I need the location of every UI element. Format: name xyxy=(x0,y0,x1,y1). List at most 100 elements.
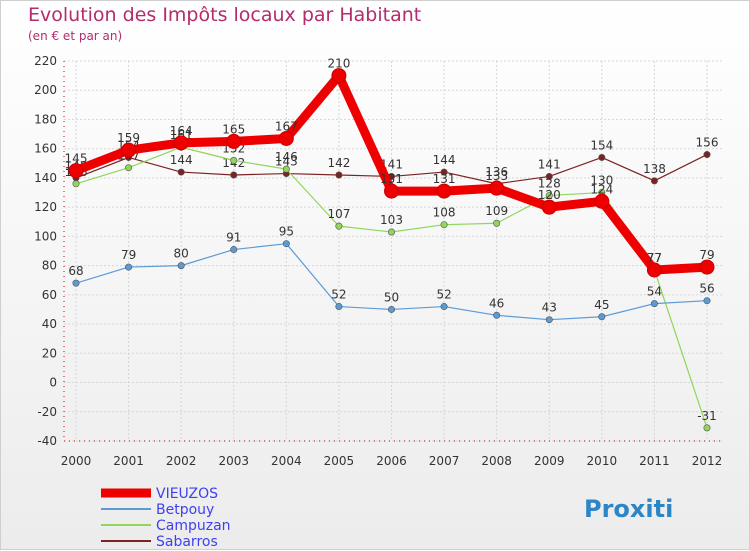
x-tick-label: 2006 xyxy=(376,454,407,468)
data-label: 130 xyxy=(590,174,613,188)
data-label: 109 xyxy=(485,204,508,218)
x-tick-label: 2007 xyxy=(429,454,460,468)
data-label: 146 xyxy=(275,150,298,164)
data-point xyxy=(387,305,395,313)
data-point xyxy=(226,133,242,149)
y-tick-label: 60 xyxy=(42,288,57,302)
data-point xyxy=(282,240,290,248)
y-tick-label: 140 xyxy=(34,171,57,185)
data-label: 124 xyxy=(590,182,613,196)
data-point xyxy=(594,193,610,209)
y-tick-label: 20 xyxy=(42,346,57,360)
y-tick-label: -40 xyxy=(37,434,57,448)
data-label: 136 xyxy=(485,165,508,179)
x-tick-label: 2002 xyxy=(166,454,197,468)
x-tick-label: 2001 xyxy=(113,454,144,468)
data-label: 141 xyxy=(538,157,561,171)
x-tick-label: 2008 xyxy=(481,454,512,468)
series-betpouy: 68 79 80 91 95 52 50 52 46 43 45 54 56 xyxy=(68,225,715,324)
data-label: 68 xyxy=(68,264,83,278)
legend-label-sabarros: Sabarros xyxy=(156,534,218,550)
data-label: 138 xyxy=(643,162,666,176)
data-point xyxy=(646,262,662,278)
data-label: 144 xyxy=(170,153,193,167)
data-point xyxy=(489,180,505,196)
data-point xyxy=(545,316,553,324)
data-point xyxy=(282,165,290,173)
brand-logo: Proxiti xyxy=(584,495,673,523)
brand-text: Proxiti xyxy=(584,495,673,523)
data-point xyxy=(72,279,80,287)
y-tick-label: 120 xyxy=(34,200,57,214)
series-vieuzos: 145 159 164 165 167 210 131 131 133 120 124 77 79 xyxy=(65,57,715,278)
data-label: 167 xyxy=(275,119,298,133)
data-label: 77 xyxy=(647,251,662,265)
y-axis: -40 -20 0 20 40 60 80 100 120 140 160 180 200 220 xyxy=(34,54,65,448)
data-point xyxy=(177,262,185,270)
data-label: 45 xyxy=(594,298,609,312)
data-label: 210 xyxy=(327,57,350,71)
data-label: 142 xyxy=(327,156,350,170)
data-point xyxy=(384,183,399,199)
data-label: 144 xyxy=(433,153,456,167)
data-point xyxy=(703,151,711,159)
data-point xyxy=(230,246,238,254)
data-point xyxy=(436,183,452,199)
x-tick-label: 2010 xyxy=(587,454,618,468)
data-label: 154 xyxy=(590,138,613,152)
data-point xyxy=(230,156,238,164)
data-label: 79 xyxy=(699,248,714,262)
legend-label-betpouy: Betpouy xyxy=(156,502,214,518)
data-point xyxy=(335,222,343,230)
y-tick-label: 220 xyxy=(34,54,57,68)
data-point xyxy=(493,311,501,319)
data-label: 95 xyxy=(279,225,294,239)
data-point xyxy=(545,172,553,180)
data-point xyxy=(598,313,606,321)
data-label: 52 xyxy=(436,288,451,302)
data-label: 156 xyxy=(696,136,719,150)
data-label: 80 xyxy=(174,247,189,261)
data-label: 131 xyxy=(380,172,403,186)
data-point xyxy=(72,180,80,188)
grid xyxy=(64,60,723,442)
data-label: 159 xyxy=(117,131,140,145)
data-label: 103 xyxy=(380,213,403,227)
data-point xyxy=(335,303,343,311)
data-point xyxy=(125,164,133,172)
x-tick-label: 2000 xyxy=(61,454,92,468)
data-point xyxy=(440,303,448,311)
data-label: 143 xyxy=(275,155,298,169)
y-tick-label: 160 xyxy=(34,142,57,156)
data-label: 145 xyxy=(65,152,88,166)
data-label: 128 xyxy=(538,176,561,190)
chart-subtitle: (en € et par an) xyxy=(28,29,123,43)
x-tick-label: 2005 xyxy=(324,454,355,468)
data-label: 107 xyxy=(327,207,350,221)
y-tick-label: 200 xyxy=(34,83,57,97)
data-point xyxy=(598,153,606,161)
y-tick-label: -20 xyxy=(37,405,57,419)
data-label: 46 xyxy=(489,296,504,310)
y-tick-label: 80 xyxy=(42,259,57,273)
x-tick-label: 2012 xyxy=(692,454,723,468)
data-label: 120 xyxy=(538,188,561,202)
data-point xyxy=(440,168,448,176)
data-label: 108 xyxy=(433,206,456,220)
data-label: 43 xyxy=(542,301,557,315)
data-point xyxy=(121,142,137,158)
data-point xyxy=(173,135,189,151)
data-point xyxy=(703,297,711,305)
data-label: -31 xyxy=(697,409,717,423)
x-axis: 2000 2001 2002 2003 2004 2005 2006 2007 2008 2009… xyxy=(61,440,723,468)
data-point xyxy=(493,219,501,227)
legend-label-vieuzos: VIEUZOS xyxy=(156,486,218,502)
series-group: 1401541441421431421411441361411541381561… xyxy=(65,57,719,432)
data-label: 165 xyxy=(222,122,245,136)
data-label: 133 xyxy=(485,169,508,183)
data-point xyxy=(650,177,658,185)
legend-label-campuzan: Campuzan xyxy=(156,518,231,534)
data-label: 131 xyxy=(433,172,456,186)
data-point xyxy=(230,171,238,179)
